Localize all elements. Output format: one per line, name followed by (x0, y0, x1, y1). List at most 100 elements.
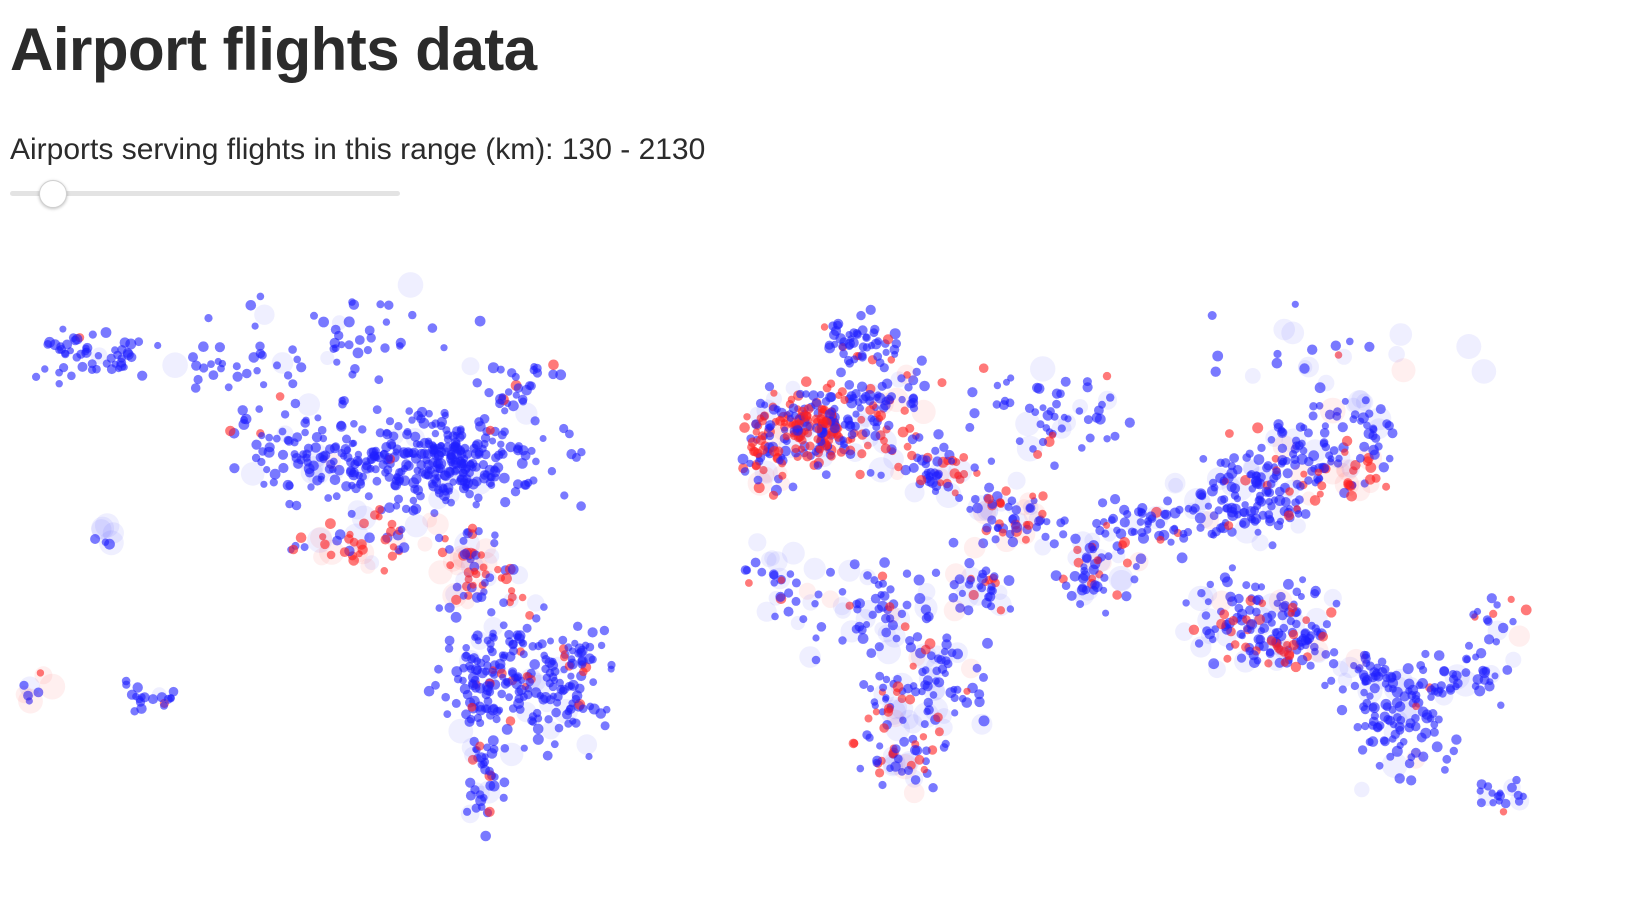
airport-dot (1307, 344, 1318, 355)
airport-dot (1271, 628, 1280, 636)
airport-dot (947, 642, 968, 663)
airport-dot (1399, 691, 1410, 702)
airport-dot (597, 641, 606, 650)
airport-dot (1484, 617, 1493, 626)
airport-dot (1196, 523, 1205, 532)
airport-dot (918, 667, 927, 677)
airport-dot (508, 587, 516, 595)
airport-dot (879, 557, 890, 568)
airport-dot (987, 457, 996, 465)
airport-dot (1368, 721, 1377, 730)
airport-dot (1303, 428, 1313, 438)
airport-dot (446, 561, 455, 570)
airport-dot (214, 342, 225, 353)
airport-dot (1245, 506, 1257, 517)
airport-dot (1273, 349, 1282, 359)
airport-dot (456, 449, 467, 459)
airport-dot (873, 352, 883, 361)
airport-dot (1367, 736, 1379, 747)
airport-dot (1200, 625, 1220, 645)
airport-dot (847, 413, 869, 435)
airport-dot (334, 464, 345, 476)
airport-dot (1247, 470, 1256, 479)
airport-dot (520, 744, 528, 752)
airport-dot (1328, 659, 1339, 669)
airport-dot (890, 761, 901, 772)
airport-dot (1296, 482, 1305, 491)
airport-dot (408, 449, 417, 458)
airport-dot (1261, 486, 1272, 497)
airport-dot (1378, 462, 1390, 473)
airport-dot (1255, 634, 1266, 645)
airport-dot (926, 651, 936, 661)
airport-dot (483, 548, 500, 564)
airport-dot (437, 421, 446, 431)
airport-dot (477, 760, 486, 769)
airport-dot (1448, 674, 1459, 684)
airport-dot (77, 361, 88, 372)
airport-dot (350, 439, 358, 447)
airport-dot (499, 621, 508, 630)
airport-dot (540, 603, 548, 611)
airport-dot (1081, 552, 1092, 563)
airport-dot (884, 420, 894, 431)
airport-dot (820, 417, 832, 429)
airport-dot (1350, 681, 1360, 691)
airport-dot (816, 390, 825, 399)
airport-dot (932, 456, 943, 467)
airport-dot (1465, 641, 1473, 650)
airport-dot (346, 541, 369, 563)
airport-dot (937, 378, 947, 388)
airport-dot (820, 323, 829, 331)
airport-dot (847, 430, 857, 439)
airport-dot (450, 611, 462, 623)
airport-dot (505, 637, 514, 646)
distance-range-slider[interactable] (10, 180, 400, 208)
airport-dot (1394, 773, 1405, 784)
airport-dot (395, 468, 404, 477)
slider-track[interactable] (10, 191, 400, 196)
airport-dot (755, 398, 766, 408)
airport-dot (1236, 653, 1247, 663)
airport-dot (585, 752, 593, 761)
airport-dot (398, 542, 410, 553)
airport-dot (933, 712, 943, 723)
airport-dot (61, 349, 69, 358)
airport-dot (497, 574, 506, 582)
airport-dot (1449, 746, 1459, 756)
airport-dot (858, 342, 868, 352)
airport-dot (459, 549, 471, 560)
airport-dot (1329, 648, 1339, 657)
airport-dot (1219, 476, 1228, 485)
airport-dot (567, 655, 576, 663)
airport-dot (464, 575, 473, 584)
airport-dot (932, 666, 941, 676)
airport-dot (471, 592, 483, 603)
airport-dot (1086, 548, 1111, 573)
slider-thumb[interactable] (39, 180, 67, 208)
airport-dot (479, 563, 488, 572)
airport-dot (577, 656, 587, 666)
airport-dot (424, 466, 432, 474)
airport-dot (94, 352, 103, 360)
airport-dot (1098, 498, 1108, 508)
airport-dot (1492, 638, 1501, 646)
airport-dot (874, 642, 884, 652)
airport-dot (875, 410, 886, 421)
airport-dot (903, 683, 913, 694)
airport-dot (467, 702, 477, 712)
airport-dot (1314, 468, 1323, 476)
airport-dot (931, 487, 940, 495)
airport-dot (1102, 371, 1112, 381)
airport-dot (771, 415, 797, 442)
airport-dot (588, 703, 600, 715)
airport-dot (966, 505, 974, 513)
airport-dot (409, 496, 418, 505)
airport-dot (437, 547, 448, 558)
airport-dot (352, 347, 364, 359)
airport-dot (132, 682, 143, 693)
airport-dot (1302, 616, 1311, 624)
airport-dot (1207, 485, 1218, 497)
airport-dot (498, 472, 510, 484)
airport-dot (1311, 647, 1327, 663)
